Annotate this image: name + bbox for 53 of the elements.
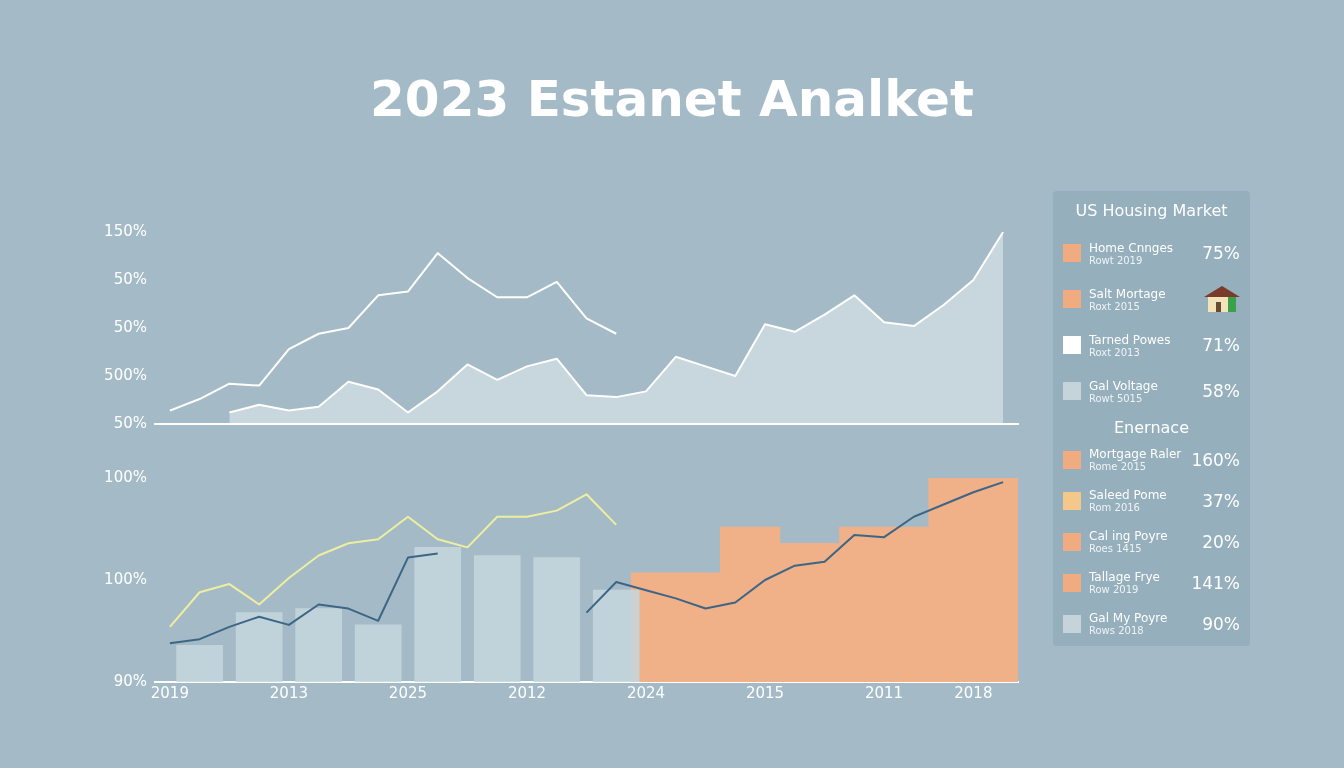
- text: 90%: [1202, 613, 1240, 634]
- chart-title: 2023 Estanet Analket: [369, 70, 975, 128]
- bar: [592, 589, 640, 682]
- text: 90%: [113, 671, 147, 690]
- text: Rome 2015: [1089, 461, 1148, 472]
- x-tick-label: 2015: [745, 683, 785, 702]
- text: Roxt 2013: [1089, 346, 1141, 358]
- category-label: Gal My Poyre: [1089, 611, 1169, 625]
- bar: [354, 624, 402, 682]
- text: 37%: [1202, 490, 1240, 511]
- x-tick-label: 2011: [864, 683, 904, 702]
- bar: [235, 612, 283, 682]
- text: Rowt 2019: [1089, 254, 1143, 266]
- category-label: Cal ing Poyre: [1089, 529, 1169, 543]
- text: 160%: [1191, 449, 1240, 470]
- text: 50%: [113, 269, 147, 288]
- category-label: Gal Voltage: [1089, 378, 1159, 393]
- text: 58%: [1202, 381, 1240, 401]
- text: 50%: [113, 317, 147, 336]
- bar: [473, 555, 521, 682]
- text: 500%: [104, 365, 147, 384]
- text: Rom 2016: [1089, 502, 1141, 513]
- category-label: Saleed Pome: [1089, 488, 1168, 502]
- text: Rows 2018: [1089, 625, 1145, 636]
- category-label: Salt Mortage: [1089, 286, 1167, 301]
- bar: [176, 644, 223, 682]
- text: 20%: [1202, 531, 1240, 552]
- text: 75%: [1202, 243, 1240, 263]
- text: 100%: [104, 467, 147, 486]
- text: 150%: [104, 221, 147, 240]
- text: Row 2019: [1089, 584, 1140, 595]
- x-tick-label: 2012: [507, 683, 547, 702]
- bar: [295, 608, 342, 682]
- text: Roxt 2015: [1089, 300, 1140, 312]
- category-label: Home Cnnges: [1089, 240, 1175, 255]
- text: 50%: [113, 413, 147, 432]
- category-label: Tallage Frye: [1089, 570, 1161, 584]
- category-label: Tarned Powes: [1089, 332, 1172, 347]
- category-label: Mortgage Raler: [1089, 447, 1183, 461]
- text: US Housing Market: [1074, 201, 1229, 220]
- bar: [414, 547, 462, 682]
- text: Rowt 5015: [1089, 392, 1143, 404]
- x-tick-label: 2013: [269, 683, 309, 702]
- x-tick-label: 2024: [626, 683, 666, 702]
- x-tick-label: 2018: [954, 683, 993, 702]
- text: Roes 1415: [1089, 543, 1143, 554]
- bar: [533, 557, 581, 682]
- x-tick-label: 2025: [388, 683, 428, 702]
- text: 100%: [104, 569, 147, 588]
- text: 71%: [1202, 335, 1240, 355]
- text: 141%: [1191, 572, 1240, 593]
- x-tick-label: 2019: [150, 683, 189, 702]
- text: Enernace: [1113, 418, 1190, 437]
